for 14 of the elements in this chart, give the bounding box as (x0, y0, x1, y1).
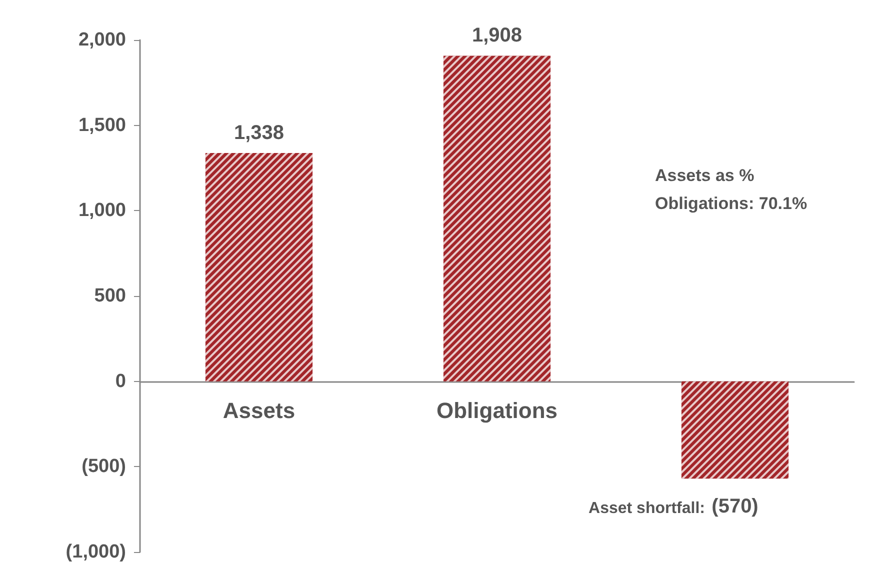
y-tick-label: 1,500 (78, 114, 126, 136)
x-tick-label: Obligations (436, 398, 558, 423)
y-tick-label: 500 (94, 286, 126, 306)
y-tick-label: (500) (82, 456, 126, 478)
data-label: (570) (712, 496, 758, 518)
data-label: 1,338 (234, 122, 284, 144)
y-tick-label: (1,000) (66, 542, 126, 562)
y-tick-label: 2,000 (78, 30, 126, 50)
y-tick-label: 1,000 (78, 200, 126, 222)
annotation: Asset shortfall: (588, 500, 705, 518)
annotation: Assets as % Obligations: 70.1% (655, 166, 808, 214)
x-tick-label: Assets (222, 398, 296, 423)
data-label: 1,908 (472, 24, 522, 47)
y-tick-label: 0 (115, 370, 126, 392)
